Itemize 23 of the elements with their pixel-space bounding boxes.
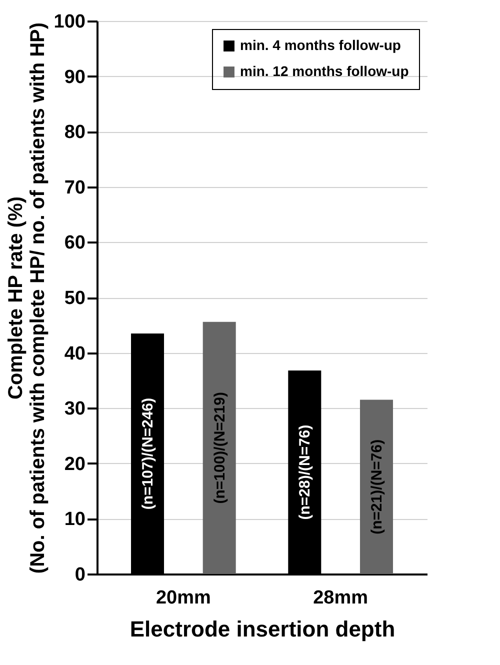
x-tick-label: 20mm (156, 588, 211, 608)
y-tick-label: 50 (64, 288, 86, 309)
y-tick-label: 40 (64, 343, 86, 364)
y-tick-label: 60 (64, 232, 86, 254)
y-tick-label: 20 (64, 454, 86, 475)
y-tick-label: 80 (64, 122, 86, 144)
y-tick-label: 100 (54, 12, 86, 32)
data-label: (n=21)/(N=76) (368, 439, 386, 534)
y-axis-title: Complete HP rate (%) (No. of patients with complete HP/ no. of patients with HP) (4, 22, 49, 574)
y-tick-label: 10 (64, 509, 86, 530)
bar (360, 400, 393, 574)
y-tick-label: 0 (74, 564, 86, 586)
data-label: (n=107)/(N=246) (140, 398, 157, 510)
legend-label: min. 4 months follow-up (240, 37, 401, 53)
x-axis-title: Electrode insertion depth (130, 616, 396, 642)
y-tick-label: 90 (64, 66, 86, 88)
x-tick-label: 28mm (313, 588, 368, 608)
data-label: (n=28)/(N=76) (296, 424, 314, 520)
y-tick-label: 70 (64, 177, 86, 198)
y-tick-label: 30 (64, 398, 86, 420)
data-label: (n=100)/(N=219) (211, 392, 228, 504)
bar (202, 322, 236, 574)
legend-label: min. 12 months follow-up (240, 63, 409, 79)
